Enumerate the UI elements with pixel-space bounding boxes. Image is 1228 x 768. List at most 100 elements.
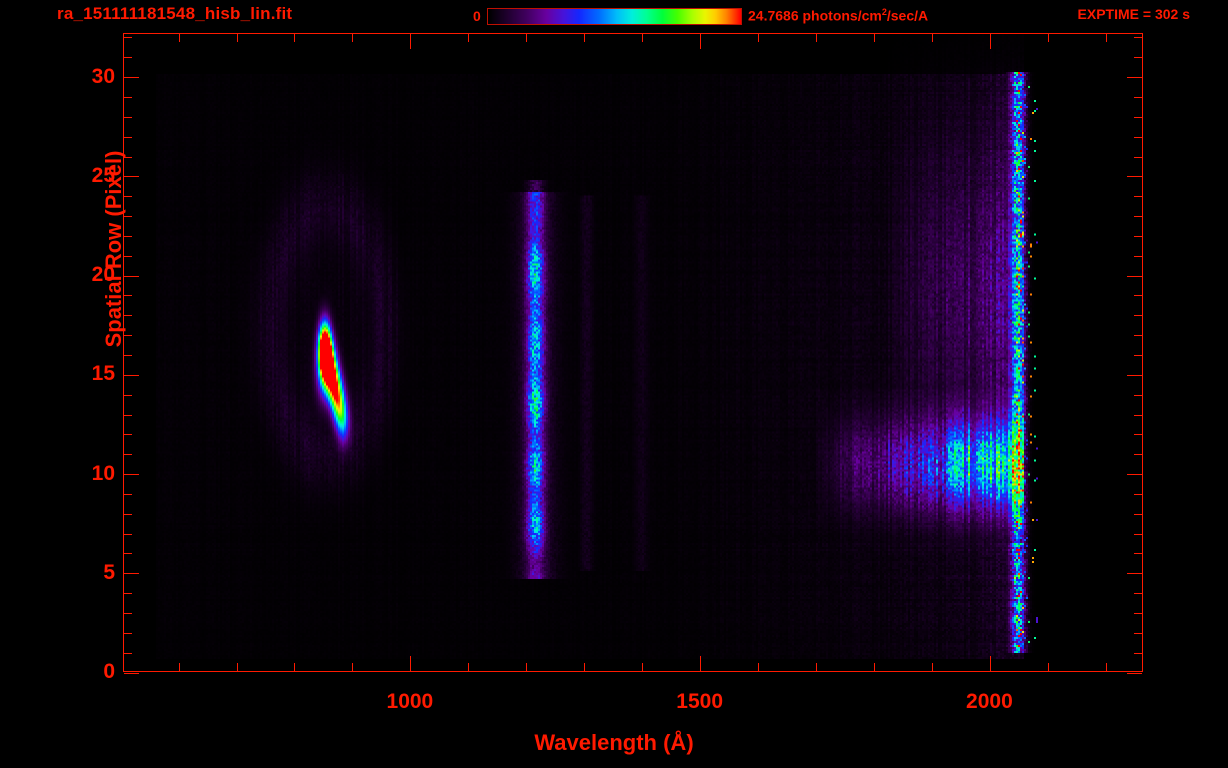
spectrogram-image	[124, 34, 1142, 671]
x-axis-tick	[294, 663, 296, 671]
y-tick-label: 25	[91, 163, 115, 187]
x-axis-tick	[1047, 34, 1049, 42]
y-axis-tick	[1127, 77, 1142, 79]
y-axis-tick	[1134, 37, 1142, 39]
x-axis-tick	[526, 663, 528, 671]
x-axis-tick	[1047, 663, 1049, 671]
y-axis-title: Spatial Row (Pixel)	[101, 150, 126, 348]
x-axis-tick	[700, 34, 702, 49]
y-tick-label: 5	[103, 560, 115, 584]
x-axis-tick	[410, 656, 412, 671]
x-axis-tick	[178, 34, 180, 42]
x-axis-tick	[931, 663, 933, 671]
y-axis-tick	[1134, 335, 1142, 337]
x-axis-tick	[584, 663, 586, 671]
x-axis-tick	[642, 34, 644, 42]
x-axis-tick	[178, 663, 180, 671]
y-axis-tick	[1134, 295, 1142, 297]
y-axis-tick	[124, 97, 132, 98]
y-tick-label: 0	[103, 660, 115, 683]
y-axis-tick	[1134, 513, 1142, 515]
x-axis-tick	[642, 663, 644, 671]
y-axis-tick	[124, 434, 132, 436]
x-axis-tick	[236, 34, 238, 42]
y-axis-tick	[124, 374, 139, 376]
x-axis-tick	[989, 656, 991, 671]
y-axis-tick	[1134, 57, 1142, 59]
y-axis-tick	[1134, 553, 1142, 555]
x-axis-tick	[758, 34, 760, 42]
y-axis-tick	[124, 235, 132, 237]
y-axis-tick	[124, 116, 132, 118]
y-axis-tick	[1134, 97, 1142, 98]
y-axis-tick	[1134, 533, 1142, 535]
y-tick-label: 30	[91, 64, 115, 88]
x-axis-tick	[700, 656, 702, 671]
y-axis-tick	[124, 275, 139, 277]
y-axis-tick	[124, 335, 132, 337]
y-tick-label: 20	[91, 263, 115, 287]
y-axis-tick	[1127, 474, 1142, 476]
y-axis-tick	[1134, 632, 1142, 634]
y-axis-tick	[124, 354, 132, 356]
y-axis-tick	[124, 513, 132, 515]
y-axis-tick	[1134, 116, 1142, 118]
x-axis-tick	[874, 34, 875, 42]
y-axis-tick	[124, 295, 132, 297]
y-axis-tick	[124, 652, 132, 654]
x-axis-tick	[1105, 34, 1107, 42]
x-axis-title: Wavelength (Å)	[534, 730, 694, 755]
colorbar-max-label: 24.7686 photons/cm2/sec/A	[748, 7, 928, 24]
x-axis-tick	[468, 663, 470, 671]
y-axis-tick	[124, 57, 132, 59]
y-axis-tick	[1134, 255, 1142, 257]
y-axis-tick	[1127, 176, 1142, 178]
colorbar-units-main: photons/cm	[798, 7, 882, 24]
y-axis-tick	[1134, 493, 1142, 495]
x-axis-tick	[758, 663, 760, 671]
y-axis-tick	[1134, 434, 1142, 436]
y-axis-tick	[1134, 414, 1142, 416]
y-tick-label: 15	[91, 362, 115, 386]
colorbar-units-tail: /sec/A	[886, 7, 929, 24]
y-axis-tick	[124, 77, 139, 79]
x-axis-tick	[584, 34, 586, 42]
y-tick-label: 10	[91, 461, 115, 485]
y-axis-tick	[124, 255, 132, 257]
plot-frame	[123, 33, 1143, 674]
y-axis-tick	[1127, 672, 1142, 674]
y-axis-tick	[124, 196, 132, 198]
y-axis-tick	[1134, 354, 1142, 356]
y-axis-tick	[1127, 275, 1142, 277]
y-axis-tick	[1134, 593, 1142, 595]
y-axis-tick-labels: 0 5 10 15 20 25 30	[55, 0, 115, 768]
x-axis-tick-labels: 1000 1500 2000	[0, 690, 1228, 724]
x-axis-tick	[236, 663, 238, 671]
y-axis-tick	[124, 37, 132, 39]
y-axis-tick	[124, 553, 132, 555]
y-axis-tick	[1127, 374, 1142, 376]
x-axis-tick	[352, 663, 354, 671]
colorbar-units-exponent: 2	[881, 7, 887, 17]
y-axis-tick	[124, 632, 132, 634]
y-axis-tick	[124, 176, 139, 178]
y-axis-tick	[124, 216, 132, 218]
y-axis-tick	[1134, 394, 1142, 396]
y-axis-tick	[124, 394, 132, 396]
x-axis-tick	[816, 34, 818, 42]
colorbar-min-label: 0	[473, 8, 481, 24]
y-axis-tick	[1134, 652, 1142, 654]
colorbar	[487, 8, 742, 25]
exptime-label: EXPTIME = 302 s	[1077, 6, 1190, 22]
y-axis-tick	[124, 573, 139, 575]
y-axis-tick	[1134, 454, 1142, 456]
y-axis-tick	[124, 315, 132, 317]
x-axis-tick	[468, 34, 470, 42]
y-axis-tick	[1134, 612, 1142, 614]
x-axis-tick	[816, 663, 818, 671]
page-title: ra_151111181548_hisb_lin.fit	[57, 4, 293, 23]
y-axis-tick	[124, 612, 132, 614]
x-axis-tick	[526, 34, 528, 42]
x-tick-label: 1500	[676, 690, 723, 713]
